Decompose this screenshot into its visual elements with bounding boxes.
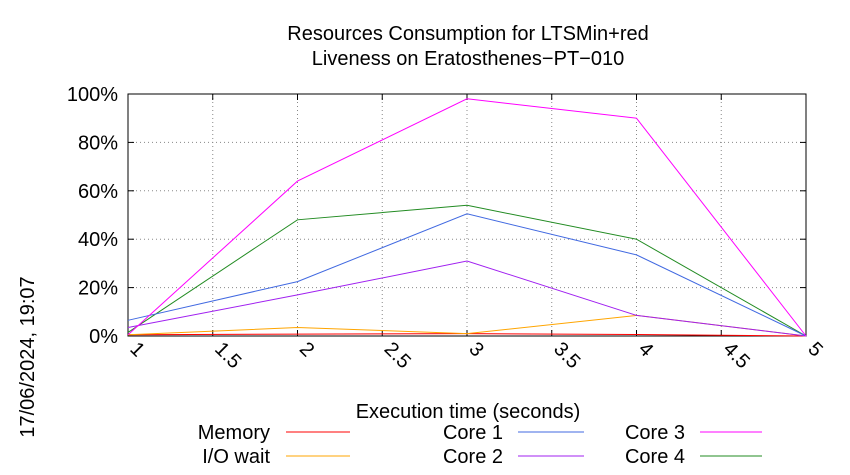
- axis-ticks: 0% 20% 40% 60% 80% 100% 1 1.5 2 2.5 3 3.5 4 4.5 5: [67, 84, 827, 373]
- x-tick-label: 1: [125, 338, 148, 361]
- y-tick-label: 60%: [78, 181, 118, 203]
- x-tick-label: 2: [295, 338, 318, 361]
- legend-item-memory: Memory: [198, 422, 350, 444]
- legend-item-core-4: Core 4: [625, 446, 762, 468]
- legend-item-core-3: Core 3: [625, 422, 762, 444]
- x-axis-label: Execution time (seconds): [356, 401, 581, 423]
- x-tick-label: 2.5: [380, 338, 415, 373]
- series-lines: [127, 98, 807, 337]
- x-tick-label: 1.5: [210, 338, 245, 373]
- legend-label: Memory: [198, 422, 270, 444]
- legend-item-core-2: Core 2: [443, 446, 584, 468]
- timestamp-label: 17/06/2024, 19:07: [17, 276, 39, 437]
- chart-title: Resources Consumption for LTSMin+red Liv…: [287, 23, 648, 70]
- legend-label: Core 4: [625, 446, 685, 468]
- x-tick-label: 3: [464, 338, 487, 361]
- legend-label: Core 1: [443, 422, 503, 444]
- series-line-core-3: [127, 98, 807, 337]
- x-tick-label: 3.5: [549, 338, 584, 373]
- grid-lines: [128, 94, 806, 336]
- chart-title-line-2: Liveness on Eratosthenes−PT−010: [312, 48, 624, 70]
- legend-label: Core 2: [443, 446, 503, 468]
- y-tick-label: 100%: [67, 84, 118, 106]
- x-tick-label: 4.5: [719, 338, 754, 373]
- legend-item-i-o-wait: I/O wait: [202, 446, 350, 468]
- series-line-core-2: [127, 260, 807, 337]
- legend-label: I/O wait: [202, 446, 270, 468]
- y-tick-label: 40%: [78, 229, 118, 251]
- x-tick-label: 4: [634, 338, 657, 361]
- series-line-core-4: [127, 204, 807, 337]
- y-tick-label: 80%: [78, 132, 118, 154]
- x-tick-label: 5: [803, 338, 826, 361]
- chart-title-line-1: Resources Consumption for LTSMin+red: [287, 23, 648, 45]
- legend-item-core-1: Core 1: [443, 422, 584, 444]
- y-tick-label: 20%: [78, 278, 118, 300]
- y-tick-label: 0%: [89, 326, 118, 348]
- series-line-core-1: [127, 213, 807, 337]
- legend-label: Core 3: [625, 422, 685, 444]
